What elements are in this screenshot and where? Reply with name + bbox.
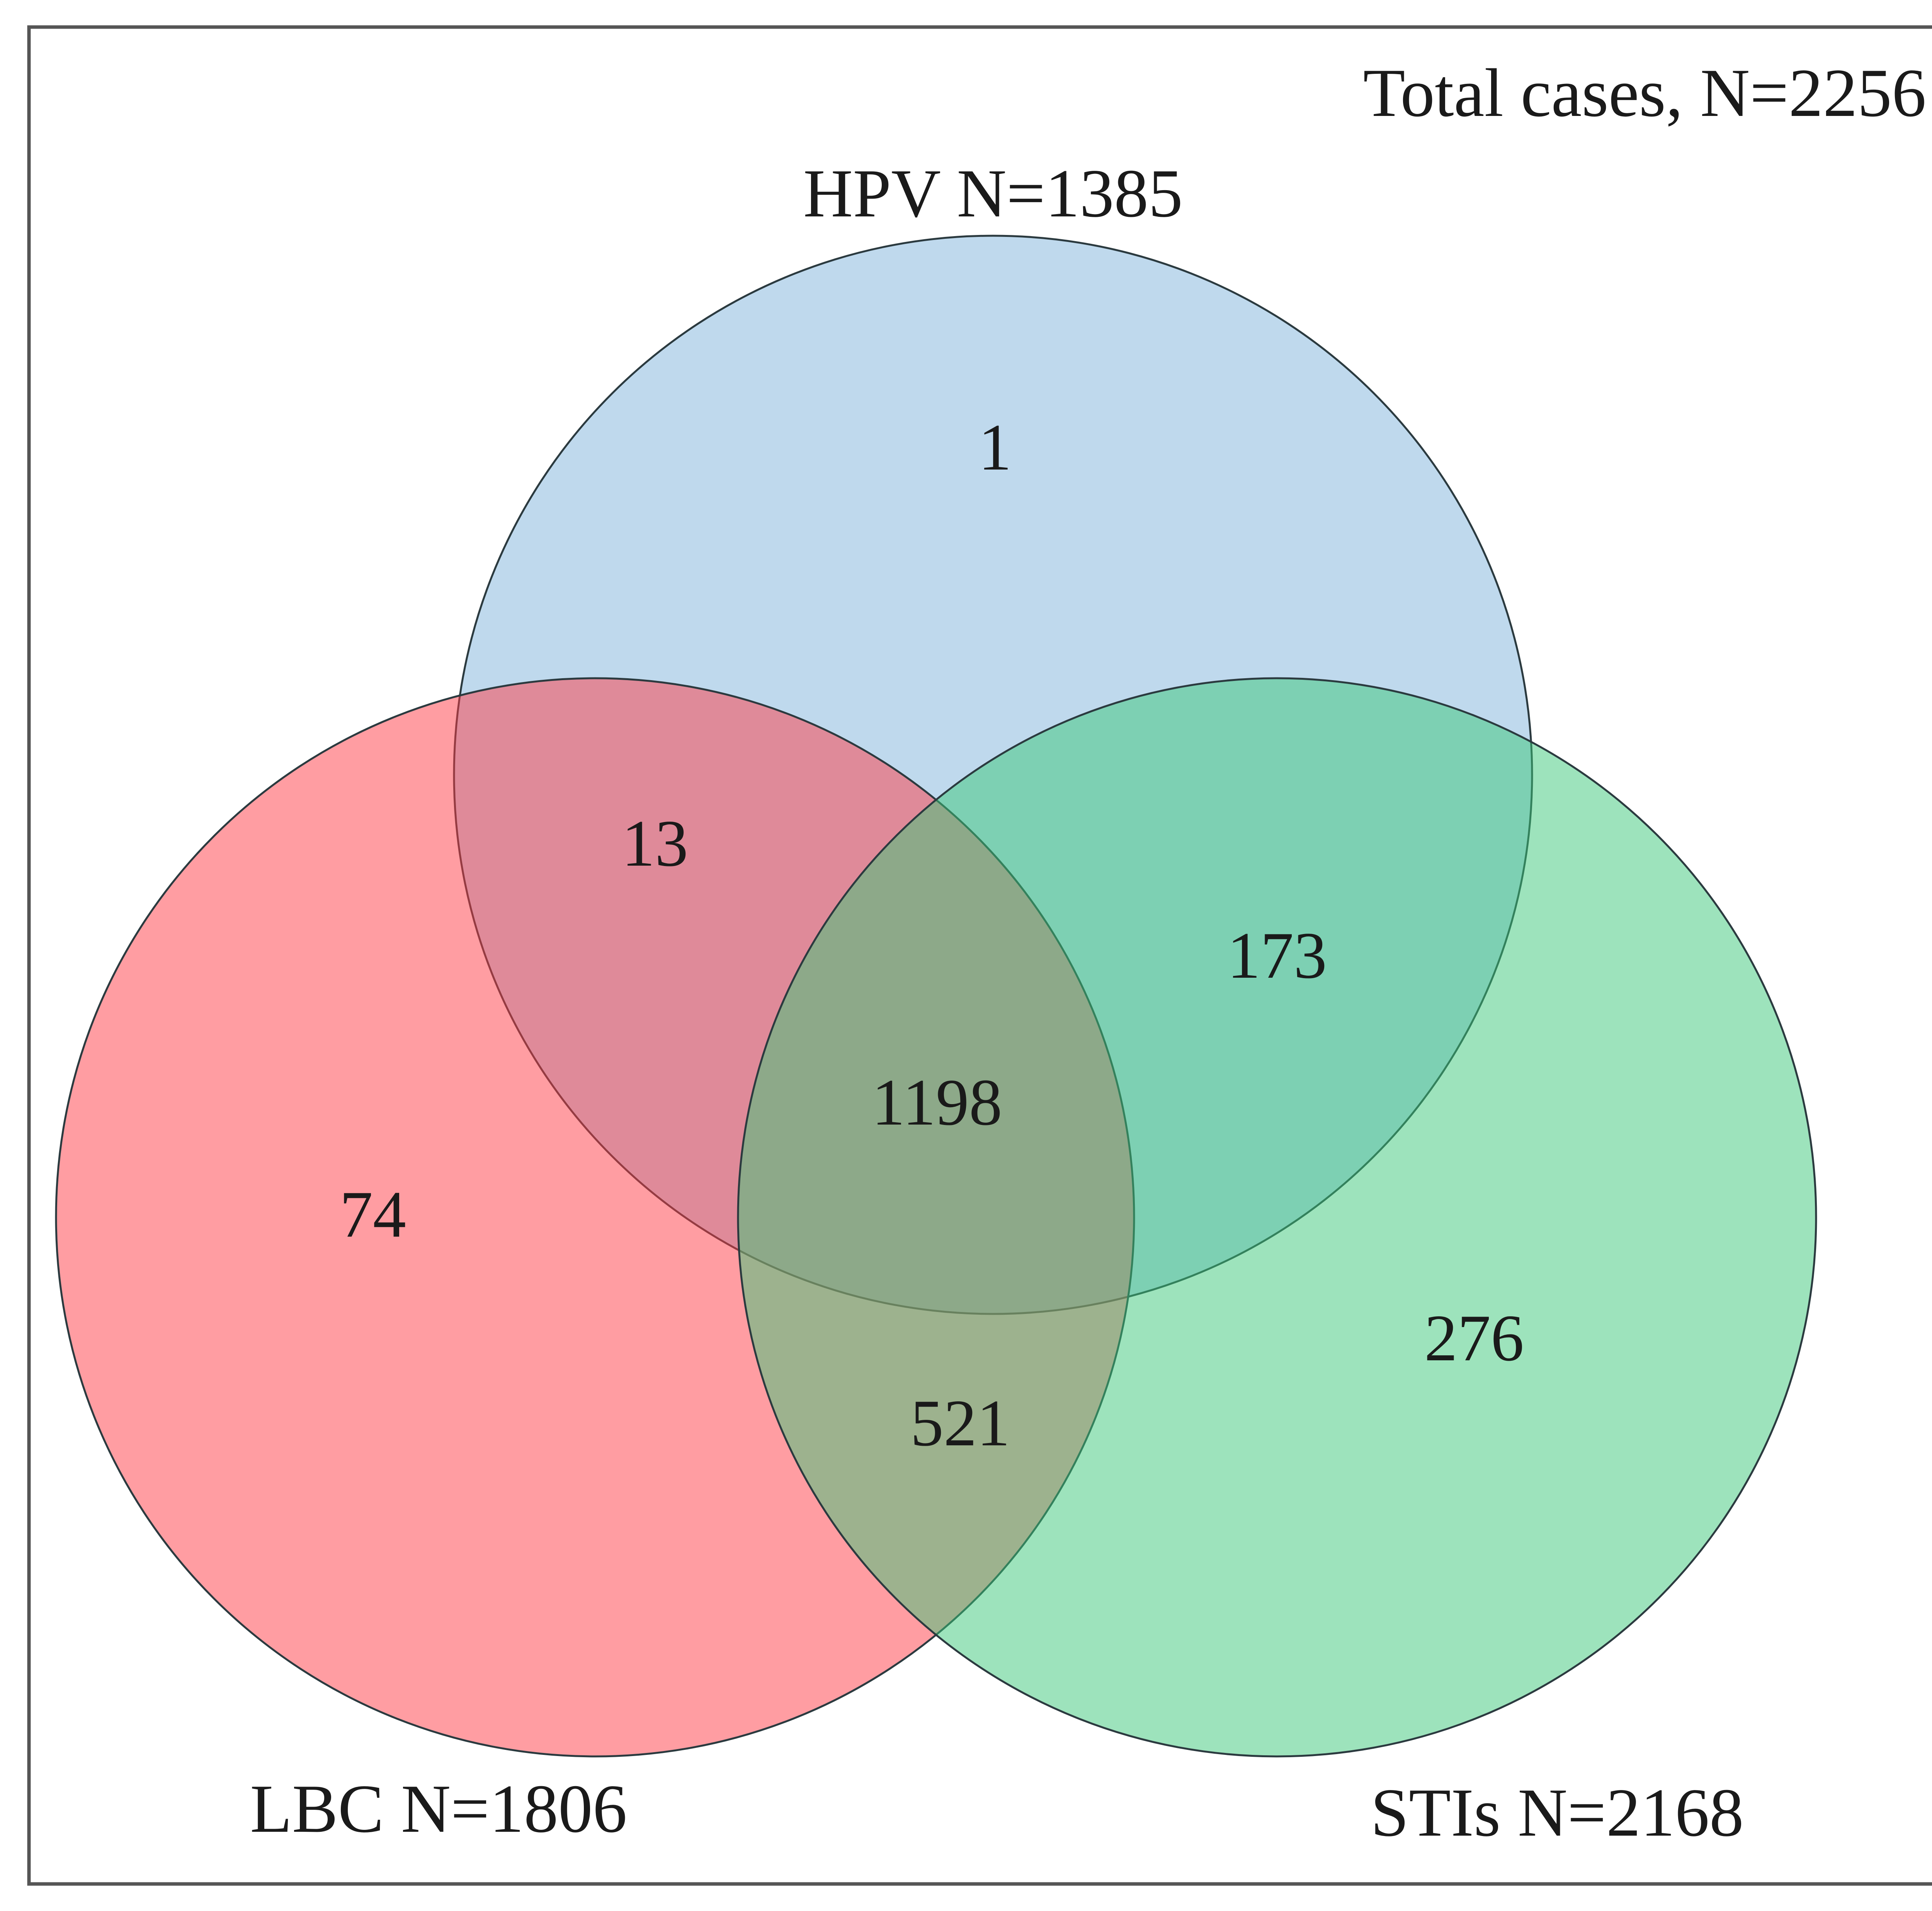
region-hpv-lbc-count: 13: [622, 807, 688, 880]
stis-circle: [737, 677, 1817, 1758]
hpv-set-label: HPV N=1385: [803, 155, 1183, 231]
region-hpv-stis-count: 173: [1227, 919, 1327, 992]
region-lbc-only-count: 74: [340, 1178, 406, 1251]
lbc-set-label: LBC N=1806: [250, 1770, 627, 1847]
region-hpv-only-count: 1: [978, 411, 1012, 484]
stis-set-label: STIs N=2168: [1371, 1774, 1744, 1851]
total-cases-label: Total cases, N=2256: [1363, 54, 1926, 131]
region-all-three-count: 1198: [872, 1066, 1002, 1139]
region-stis-only-count: 276: [1424, 1302, 1524, 1375]
region-lbc-stis-count: 521: [910, 1387, 1010, 1460]
